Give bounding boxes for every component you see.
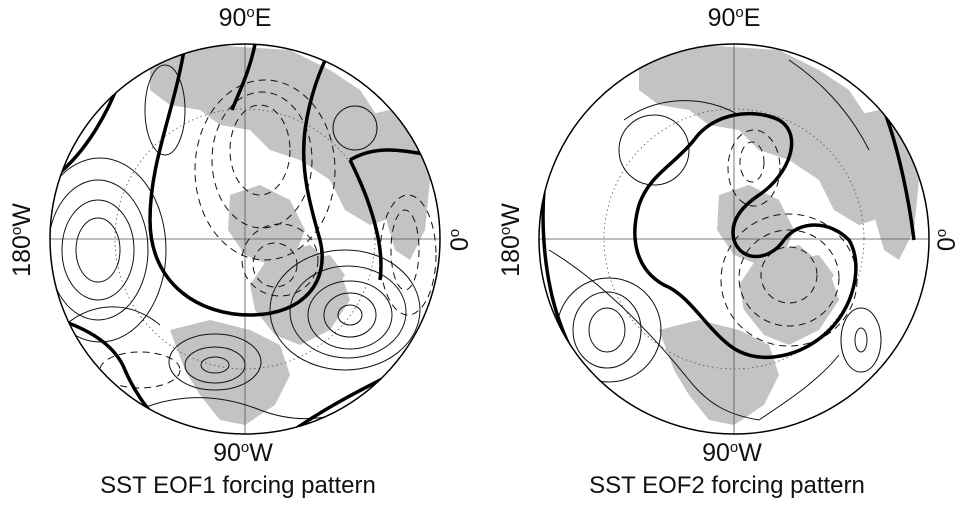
eof1-map-border	[49, 43, 441, 435]
eof1-polar-map	[49, 43, 441, 435]
eof2-caption: SST EOF2 forcing pattern	[589, 472, 865, 499]
eof1-caption: SST EOF1 forcing pattern	[100, 472, 376, 499]
eof2-map-content	[539, 44, 929, 434]
eof1-positive-contours	[50, 64, 421, 421]
eof1-panel: 90oE 90oW 180oW 0o SST EOF1 forcing patt…	[0, 0, 474, 508]
eof2-label-90w: 90oW	[702, 439, 762, 467]
eof2-polar-map	[538, 43, 930, 435]
eof1-graticule	[50, 44, 440, 434]
eof1-label-0: 0o	[446, 228, 474, 252]
eof1-map-content	[50, 44, 440, 434]
eof2-label-0: 0o	[933, 228, 959, 252]
eof1-label-90w: 90oW	[213, 439, 273, 467]
eof2-label-180w: 180oW	[497, 203, 525, 277]
eof2-negative-contours	[720, 129, 858, 347]
eof2-map-border	[538, 43, 930, 435]
eof2-label-90e: 90oE	[707, 4, 761, 32]
eof1-label-90e: 90oE	[218, 4, 272, 32]
eof1-label-180w: 180oW	[8, 203, 36, 277]
eof1-land	[150, 45, 430, 425]
eof2-panel: 90oE 90oW 180oW 0o SST EOF2 forcing patt…	[489, 0, 959, 508]
